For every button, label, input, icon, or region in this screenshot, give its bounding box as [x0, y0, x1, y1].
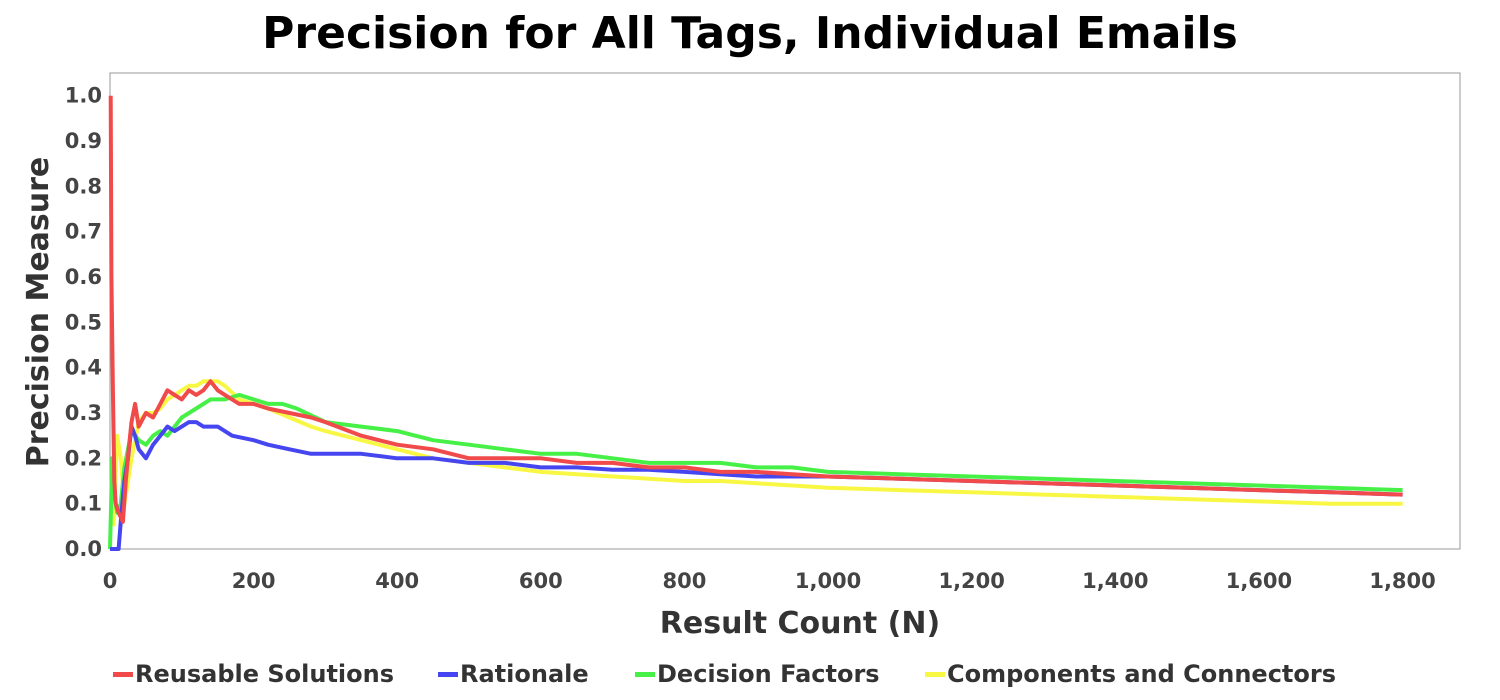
legend-label: Reusable Solutions: [135, 660, 395, 688]
x-tick-label: 1,400: [1082, 569, 1148, 593]
x-tick-label: 1,800: [1369, 569, 1435, 593]
x-tick-label: 200: [232, 569, 276, 593]
legend-item: Components and Connectors: [925, 660, 1336, 688]
legend-item: Rationale: [438, 660, 589, 688]
x-axis-title: Result Count (N): [660, 606, 940, 641]
x-tick-label: 0: [103, 569, 118, 593]
legend-swatch: [438, 671, 458, 677]
y-tick-label: 0.7: [65, 220, 102, 244]
y-axis-ticks: 0.0 0.1 0.2 0.3 0.4 0.5 0.6 0.7 0.8 0.9 1.0: [65, 84, 102, 561]
y-axis-title: Precision Measure: [21, 157, 56, 468]
legend-swatch: [113, 671, 133, 677]
legend-label: Components and Connectors: [947, 660, 1337, 688]
y-tick-label: 0.1: [65, 492, 102, 516]
legend-swatch: [635, 671, 655, 677]
chart-plot: 0.0 0.1 0.2 0.3 0.4 0.5 0.6 0.7 0.8 0.9 1.0 0 200 40…: [21, 72, 1461, 641]
x-tick-label: 1,200: [938, 569, 1004, 593]
y-tick-label: 0.2: [65, 446, 102, 470]
y-tick-label: 0.6: [65, 265, 102, 289]
y-tick-label: 0.4: [65, 356, 102, 380]
x-tick-label: 800: [663, 569, 707, 593]
chart-title: Precision for All Tags, Individual Email…: [262, 8, 1238, 59]
legend-swatch: [925, 671, 945, 677]
series-line-components-and-connectors: [111, 379, 1403, 527]
x-tick-label: 600: [519, 569, 563, 593]
x-axis-ticks: 0 200 400 600 800 1,000 1,200 1,400 1,600 1,800: [103, 569, 1436, 593]
plot-frame: [109, 72, 1461, 550]
y-tick-label: 1.0: [65, 84, 102, 108]
legend-item: Reusable Solutions: [113, 660, 394, 688]
x-tick-label: 400: [375, 569, 419, 593]
series-line-reusable-solutions: [108, 95, 1403, 524]
series-lines: [108, 95, 1403, 551]
legend-item: Decision Factors: [635, 660, 880, 688]
y-tick-label: 0.5: [65, 310, 102, 334]
y-tick-label: 0.0: [65, 537, 102, 561]
legend-label: Rationale: [460, 660, 589, 688]
legend-label: Decision Factors: [657, 660, 880, 688]
y-tick-label: 0.3: [65, 401, 102, 425]
y-tick-label: 0.8: [65, 174, 102, 198]
y-tick-label: 0.9: [65, 129, 102, 153]
x-tick-label: 1,000: [795, 569, 861, 593]
x-tick-label: 1,600: [1226, 569, 1292, 593]
legend: Reusable Solutions Rationale Decision Fact…: [0, 660, 1500, 696]
